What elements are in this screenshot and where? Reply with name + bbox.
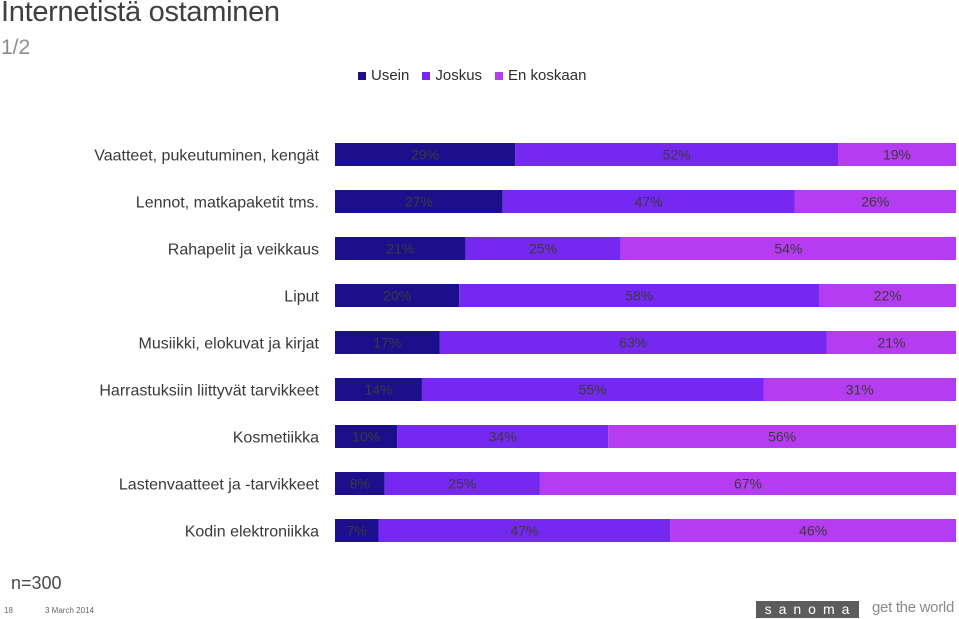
category-label-vaatteet-pukeutuminen-keng-t: Vaatteet, pukeutuminen, kengät: [94, 148, 319, 165]
category-label-kosmetiikka: Kosmetiikka: [233, 430, 319, 447]
legend-swatch-usein: [358, 71, 366, 80]
bar-label-joskus-rahapelit-ja-veikkaus: 25%: [529, 241, 557, 257]
legend-swatch-joskus: [422, 71, 431, 80]
bar-en-koskaan-harrastuksiin-liittyv-t-tarvikkeet: [763, 378, 956, 401]
bar-label-en-koskaan-musiikki-elokuvat-ja-kirjat: 21%: [877, 335, 905, 351]
bar-joskus-kosmetiikka: [397, 425, 609, 448]
legend-label-en-koskaan: En koskaan: [508, 67, 587, 84]
bar-label-joskus-lennot-matkapaketit-tms: 47%: [635, 194, 663, 210]
bar-usein-vaatteet-pukeutuminen-keng-t: [335, 143, 516, 166]
bar-label-usein-lennot-matkapaketit-tms: 27%: [405, 194, 433, 210]
legend-item-en-koskaan: En koskaan: [495, 67, 586, 84]
bar-label-en-koskaan-lennot-matkapaketit-tms: 26%: [861, 194, 889, 210]
bar-usein-harrastuksiin-liittyv-t-tarvikkeet: [335, 378, 422, 401]
bar-label-joskus-lastenvaatteet-ja-tarvikkeet: 25%: [448, 476, 476, 492]
bar-joskus-lennot-matkapaketit-tms: [502, 190, 795, 213]
bar-label-usein-liput: 20%: [383, 288, 411, 304]
bar-en-koskaan-kodin-elektroniikka: [670, 519, 956, 542]
bar-joskus-kodin-elektroniikka: [378, 519, 671, 542]
bar-joskus-lastenvaatteet-ja-tarvikkeet: [384, 472, 540, 495]
chart-legend: Usein Joskus En koskaan: [358, 67, 586, 84]
tagline: get the world: [872, 599, 954, 616]
bar-label-en-koskaan-harrastuksiin-liittyv-t-tarvikkeet: 31%: [846, 382, 874, 398]
bar-label-usein-lastenvaatteet-ja-tarvikkeet: 8%: [350, 476, 370, 492]
bar-label-en-koskaan-kodin-elektroniikka: 46%: [799, 523, 827, 539]
bar-usein-liput: [335, 284, 460, 307]
bar-joskus-harrastuksiin-liittyv-t-tarvikkeet: [421, 378, 764, 401]
bar-label-joskus-musiikki-elokuvat-ja-kirjat: 63%: [619, 335, 647, 351]
bar-label-usein-vaatteet-pukeutuminen-keng-t: 29%: [411, 147, 439, 163]
legend-label-usein: Usein: [371, 67, 410, 84]
bar-label-en-koskaan-vaatteet-pukeutuminen-keng-t: 19%: [883, 147, 911, 163]
stacked-bar-chart: Vaatteet, pukeutuminen, kengät 29% 52% 19% L…: [94, 143, 956, 542]
bar-label-usein-harrastuksiin-liittyv-t-tarvikkeet: 14%: [364, 382, 392, 398]
bar-usein-kosmetiikka: [335, 425, 398, 448]
category-label-musiikki-elokuvat-ja-kirjat: Musiikki, elokuvat ja kirjat: [139, 336, 320, 353]
legend-label-joskus: Joskus: [435, 67, 483, 84]
bar-label-en-koskaan-lastenvaatteet-ja-tarvikkeet: 67%: [734, 476, 762, 492]
category-label-kodin-elektroniikka: Kodin elektroniikka: [185, 524, 319, 541]
bar-en-koskaan-vaatteet-pukeutuminen-keng-t: [838, 143, 956, 166]
bar-label-joskus-liput: 58%: [625, 288, 653, 304]
bar-label-en-koskaan-kosmetiikka: 56%: [768, 429, 796, 445]
bar-en-koskaan-kosmetiikka: [608, 425, 956, 448]
bar-usein-kodin-elektroniikka: [335, 519, 379, 542]
category-label-lastenvaatteet-ja-tarvikkeet: Lastenvaatteet ja -tarvikkeet: [119, 477, 320, 494]
category-label-lennot-matkapaketit-tms: Lennot, matkapaketit tms.: [136, 195, 319, 212]
sample-size: n=300: [11, 573, 62, 593]
page-subtitle: 1/2: [1, 36, 31, 59]
legend-item-usein: Usein: [358, 67, 409, 84]
report-date: 3 March 2014: [45, 606, 94, 615]
bar-label-usein-kosmetiikka: 10%: [352, 429, 380, 445]
category-label-liput: Liput: [284, 289, 319, 306]
legend-swatch-en-koskaan: [495, 71, 504, 80]
page-title: Internetistä ostaminen: [1, 0, 280, 28]
bar-label-en-koskaan-rahapelit-ja-veikkaus: 54%: [774, 241, 802, 257]
bar-label-usein-musiikki-elokuvat-ja-kirjat: 17%: [373, 335, 401, 351]
bar-usein-rahapelit-ja-veikkaus: [335, 237, 466, 260]
bar-label-usein-rahapelit-ja-veikkaus: 21%: [386, 241, 414, 257]
page-number: 18: [4, 606, 13, 615]
bar-label-en-koskaan-liput: 22%: [874, 288, 902, 304]
bar-en-koskaan-lennot-matkapaketit-tms: [794, 190, 956, 213]
bar-label-usein-kodin-elektroniikka: 7%: [347, 523, 367, 539]
bar-en-koskaan-liput: [819, 284, 956, 307]
bar-en-koskaan-rahapelit-ja-veikkaus: [620, 237, 956, 260]
bar-joskus-liput: [459, 284, 820, 307]
bar-en-koskaan-musiikki-elokuvat-ja-kirjat: [826, 331, 956, 354]
bar-usein-musiikki-elokuvat-ja-kirjat: [335, 331, 440, 354]
bar-label-joskus-kosmetiikka: 34%: [489, 429, 517, 445]
bar-en-koskaan-lastenvaatteet-ja-tarvikkeet: [539, 472, 956, 495]
bar-label-joskus-vaatteet-pukeutuminen-keng-t: 52%: [663, 147, 691, 163]
category-label-harrastuksiin-liittyv-t-tarvikkeet: Harrastuksiin liittyvät tarvikkeet: [99, 383, 319, 400]
bar-label-joskus-harrastuksiin-liittyv-t-tarvikkeet: 55%: [579, 382, 607, 398]
bar-usein-lennot-matkapaketit-tms: [335, 190, 503, 213]
legend-item-joskus: Joskus: [422, 67, 482, 84]
bar-usein-lastenvaatteet-ja-tarvikkeet: [335, 472, 385, 495]
bar-label-joskus-kodin-elektroniikka: 47%: [510, 523, 538, 539]
category-label-rahapelit-ja-veikkaus: Rahapelit ja veikkaus: [168, 242, 319, 259]
bar-joskus-vaatteet-pukeutuminen-keng-t: [515, 143, 839, 166]
sanoma-logo: sanoma: [756, 601, 859, 618]
bar-joskus-musiikki-elokuvat-ja-kirjat: [439, 331, 827, 354]
bar-joskus-rahapelit-ja-veikkaus: [465, 237, 621, 260]
